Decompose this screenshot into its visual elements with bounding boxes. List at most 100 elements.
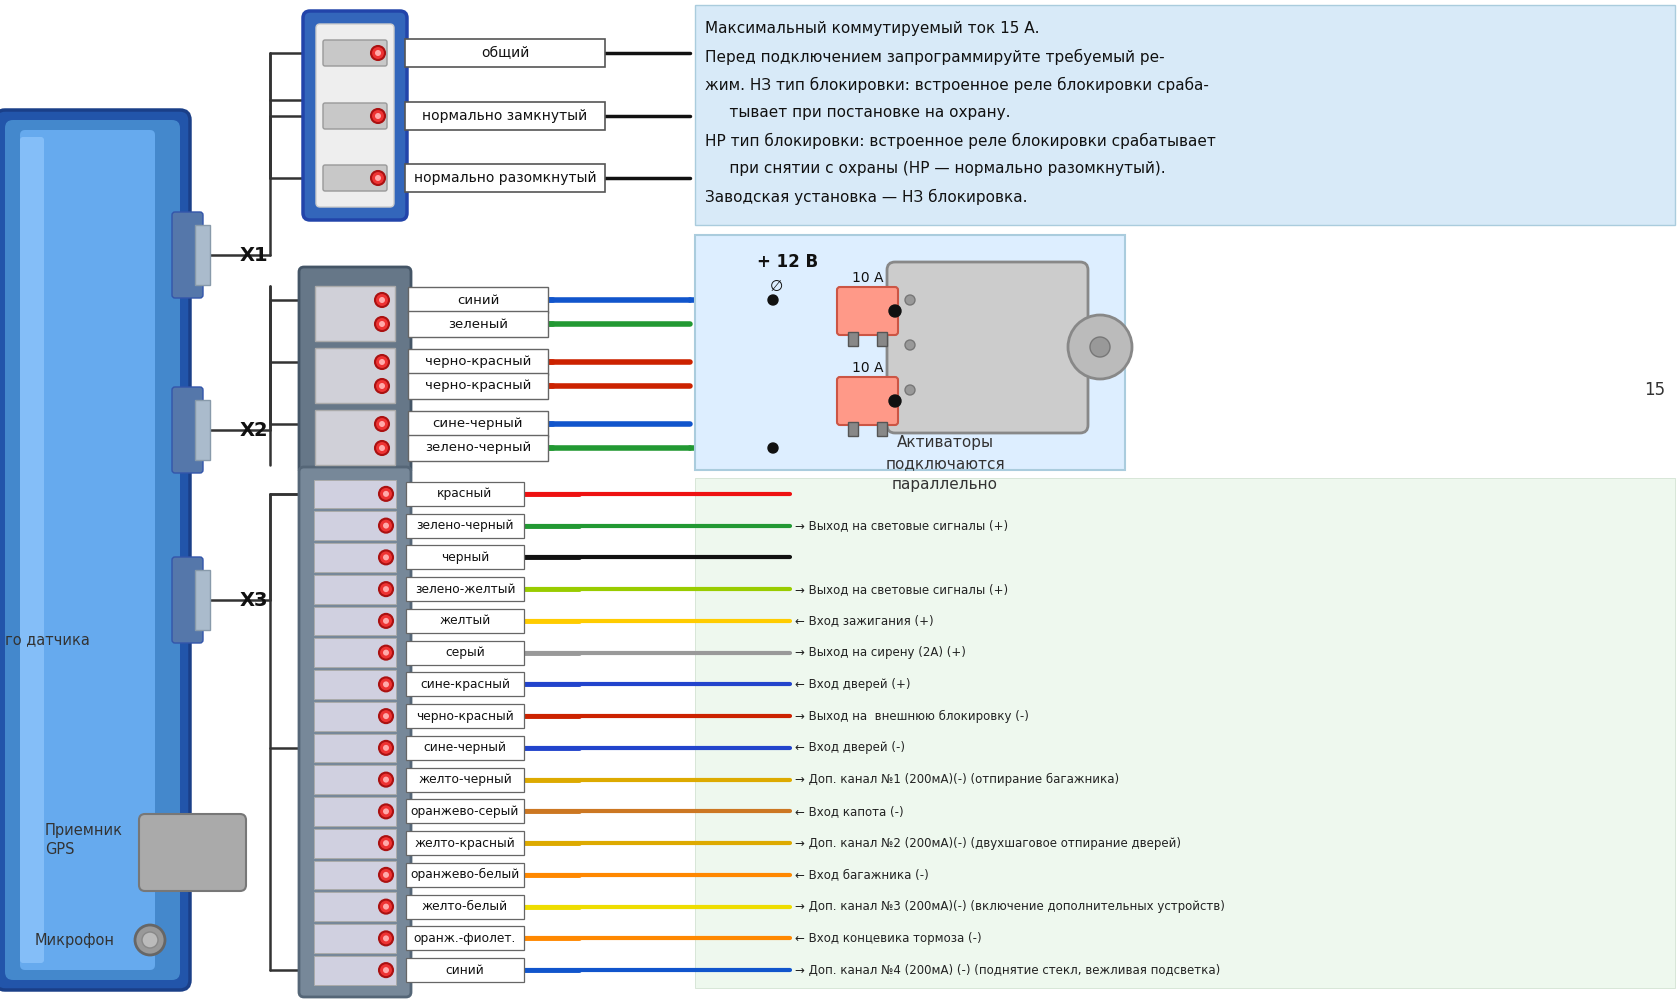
Bar bbox=[314, 860, 396, 889]
Text: синий: синий bbox=[457, 294, 499, 307]
Circle shape bbox=[383, 872, 388, 878]
Circle shape bbox=[383, 903, 388, 909]
Bar bbox=[407, 894, 524, 918]
Circle shape bbox=[141, 932, 158, 948]
Text: НР тип блокировки: встроенное реле блокировки срабатывает: НР тип блокировки: встроенное реле блоки… bbox=[704, 133, 1215, 149]
Circle shape bbox=[768, 295, 778, 305]
Bar bbox=[405, 102, 605, 130]
Bar bbox=[408, 287, 548, 313]
FancyBboxPatch shape bbox=[299, 467, 410, 997]
Text: Активаторы
подключаются
параллельно: Активаторы подключаются параллельно bbox=[885, 435, 1005, 492]
Circle shape bbox=[378, 614, 393, 628]
Text: красный: красный bbox=[437, 487, 492, 500]
Circle shape bbox=[378, 321, 385, 327]
Circle shape bbox=[378, 868, 393, 882]
Circle shape bbox=[383, 586, 388, 593]
Circle shape bbox=[889, 305, 900, 317]
Text: → Выход на  внешнюю блокировку (-): → Выход на внешнюю блокировку (-) bbox=[795, 709, 1028, 722]
Text: ← Вход дверей (-): ← Вход дверей (-) bbox=[795, 741, 904, 754]
Text: + 12 В: + 12 В bbox=[756, 253, 818, 271]
Circle shape bbox=[375, 417, 388, 431]
Text: оранж.-фиолет.: оранж.-фиолет. bbox=[413, 932, 516, 945]
Circle shape bbox=[134, 925, 165, 955]
Circle shape bbox=[383, 618, 388, 624]
Circle shape bbox=[383, 491, 388, 497]
FancyBboxPatch shape bbox=[171, 387, 203, 473]
Circle shape bbox=[378, 383, 385, 389]
FancyBboxPatch shape bbox=[5, 120, 180, 980]
Bar bbox=[195, 400, 210, 460]
Bar bbox=[407, 545, 524, 569]
Circle shape bbox=[375, 441, 388, 455]
Circle shape bbox=[378, 963, 393, 977]
Bar bbox=[314, 410, 395, 465]
Circle shape bbox=[378, 805, 393, 818]
Circle shape bbox=[889, 395, 900, 407]
Circle shape bbox=[375, 379, 388, 393]
Bar bbox=[314, 480, 396, 508]
Bar bbox=[407, 514, 524, 537]
Bar bbox=[407, 704, 524, 728]
Circle shape bbox=[383, 523, 388, 528]
Bar bbox=[407, 641, 524, 665]
Circle shape bbox=[383, 777, 388, 783]
Circle shape bbox=[904, 340, 914, 350]
Bar bbox=[877, 332, 887, 346]
Text: → Доп. канал №2 (200мА)(-) (двухшаговое отпирание дверей): → Доп. канал №2 (200мА)(-) (двухшаговое … bbox=[795, 837, 1181, 850]
FancyBboxPatch shape bbox=[837, 377, 897, 425]
Text: при снятии с охраны (НР — нормально разомкнутый).: при снятии с охраны (НР — нормально разо… bbox=[704, 161, 1164, 176]
Bar bbox=[408, 373, 548, 399]
Bar bbox=[407, 735, 524, 760]
Text: 15: 15 bbox=[1643, 381, 1663, 399]
Circle shape bbox=[383, 967, 388, 973]
Bar bbox=[407, 831, 524, 855]
Text: зелено-желтый: зелено-желтый bbox=[415, 582, 516, 596]
Text: ← Вход зажигания (+): ← Вход зажигания (+) bbox=[795, 615, 932, 628]
Bar bbox=[314, 797, 396, 826]
Text: X2: X2 bbox=[240, 421, 269, 440]
FancyBboxPatch shape bbox=[316, 24, 393, 207]
Circle shape bbox=[378, 646, 393, 660]
Bar bbox=[195, 225, 210, 285]
Text: → Доп. канал №3 (200мА)(-) (включение дополнительных устройств): → Доп. канал №3 (200мА)(-) (включение до… bbox=[795, 900, 1225, 913]
Text: жим. НЗ тип блокировки: встроенное реле блокировки сраба-: жим. НЗ тип блокировки: встроенное реле … bbox=[704, 77, 1208, 94]
Circle shape bbox=[375, 175, 381, 181]
Bar bbox=[408, 349, 548, 375]
FancyBboxPatch shape bbox=[171, 557, 203, 643]
Circle shape bbox=[378, 487, 393, 501]
Text: желтый: желтый bbox=[438, 615, 491, 628]
Bar bbox=[314, 574, 396, 604]
Text: → Выход на световые сигналы (+): → Выход на световые сигналы (+) bbox=[795, 582, 1008, 596]
Circle shape bbox=[383, 713, 388, 719]
FancyBboxPatch shape bbox=[20, 130, 155, 970]
Bar bbox=[314, 511, 396, 540]
Circle shape bbox=[1089, 337, 1109, 357]
Circle shape bbox=[371, 171, 385, 185]
Circle shape bbox=[378, 932, 393, 946]
Text: → Доп. канал №4 (200мА) (-) (поднятие стекл, вежливая подсветка): → Доп. канал №4 (200мА) (-) (поднятие ст… bbox=[795, 964, 1220, 977]
Text: → Доп. канал №1 (200мА)(-) (отпирание багажника): → Доп. канал №1 (200мА)(-) (отпирание ба… bbox=[795, 773, 1119, 786]
Text: черный: черный bbox=[440, 551, 489, 564]
Circle shape bbox=[378, 740, 393, 754]
FancyBboxPatch shape bbox=[20, 137, 44, 963]
Text: тывает при постановке на охрану.: тывает при постановке на охрану. bbox=[704, 105, 1010, 120]
Bar bbox=[405, 164, 605, 192]
Text: → Выход на световые сигналы (+): → Выход на световые сигналы (+) bbox=[795, 519, 1008, 532]
Bar bbox=[408, 411, 548, 437]
Circle shape bbox=[378, 677, 393, 691]
Circle shape bbox=[375, 50, 381, 56]
Text: 10 А: 10 А bbox=[852, 361, 884, 375]
Text: зеленый: зеленый bbox=[449, 318, 507, 331]
Bar bbox=[314, 670, 396, 699]
Text: ← Вход багажника (-): ← Вход багажника (-) bbox=[795, 868, 927, 881]
Circle shape bbox=[378, 359, 385, 365]
FancyBboxPatch shape bbox=[139, 814, 245, 891]
Bar bbox=[407, 927, 524, 951]
Text: Перед подключением запрограммируйте требуемый ре-: Перед подключением запрограммируйте треб… bbox=[704, 49, 1164, 65]
FancyBboxPatch shape bbox=[302, 11, 407, 220]
Bar bbox=[314, 348, 395, 403]
Bar bbox=[314, 543, 396, 571]
Bar bbox=[847, 422, 857, 436]
Text: Микрофон: Микрофон bbox=[35, 933, 114, 948]
Circle shape bbox=[371, 46, 385, 60]
